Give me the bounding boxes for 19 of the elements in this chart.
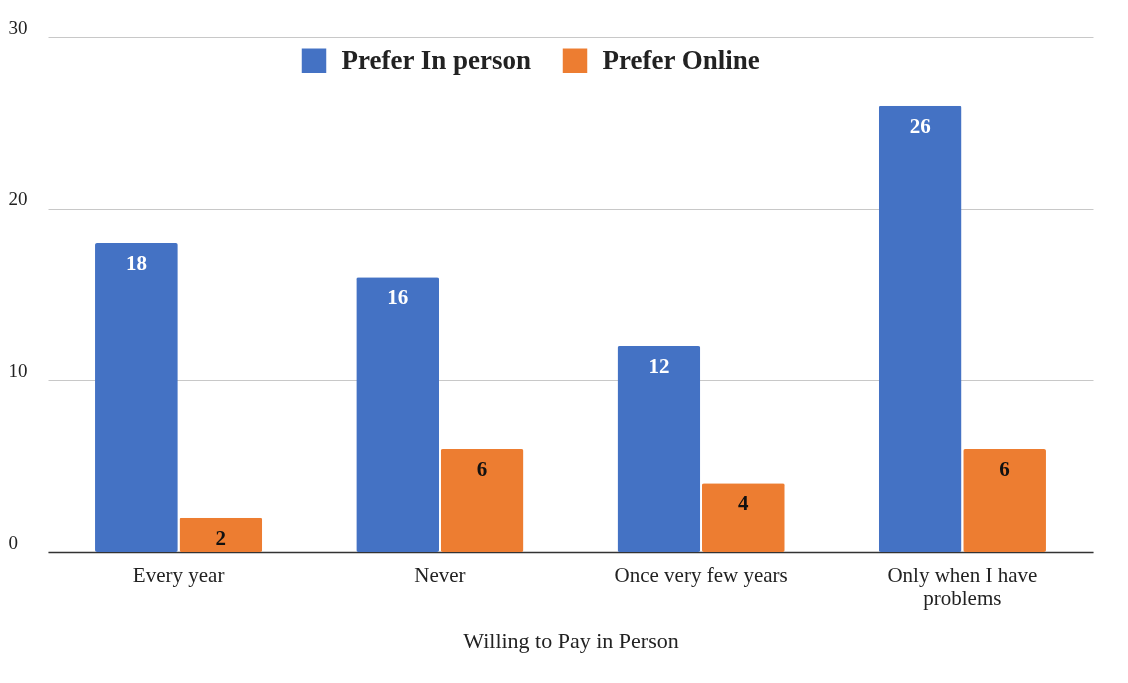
data-label: 4: [738, 491, 750, 516]
y-tick-label: 10: [8, 359, 28, 381]
data-label: 16: [387, 285, 409, 310]
y-tick-label: 0: [8, 531, 18, 553]
x-tick-label: Never: [414, 562, 466, 587]
legend-label: Prefer In person: [341, 44, 531, 75]
data-label: 12: [648, 354, 670, 378]
x-tick-label: Only when I have problems: [887, 562, 1038, 610]
data-label: 6: [476, 457, 488, 481]
x-tick-label: Every year: [132, 562, 225, 587]
data-label: 2: [215, 525, 227, 550]
x-axis-title: Willing to Pay in Person: [463, 627, 679, 653]
y-tick-label: 20: [8, 188, 28, 210]
legend-label: Prefer Online: [602, 44, 760, 75]
y-tick-label: 30: [8, 16, 28, 38]
data-label: 26: [909, 113, 931, 138]
x-tick-label: Once very few years: [614, 562, 788, 587]
data-label: 6: [999, 457, 1010, 481]
data-label: 18: [125, 251, 147, 275]
